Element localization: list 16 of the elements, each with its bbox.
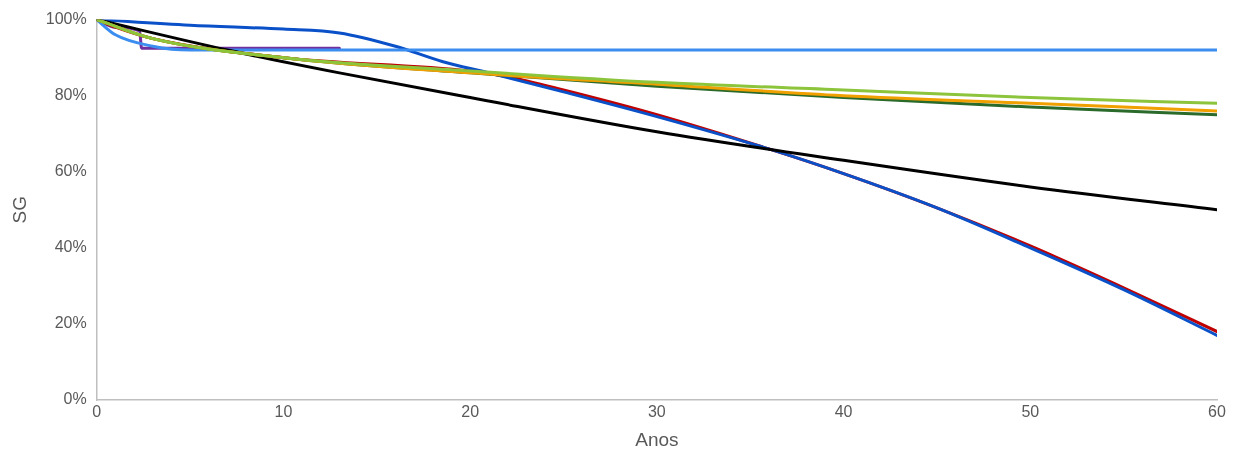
x-tick-label: 20 (461, 403, 480, 421)
x-tick-label: 10 (274, 403, 293, 421)
y-tick-label: 100% (45, 10, 87, 28)
y-tick-label: 20% (54, 314, 87, 332)
y-tick-label: 40% (54, 238, 87, 256)
x-axis-title: Anos (635, 428, 679, 450)
x-tick-label: 60 (1208, 403, 1226, 421)
x-tick-label: 50 (1021, 403, 1040, 421)
y-axis-title: SG (8, 196, 30, 224)
y-tick-label: 80% (54, 86, 87, 104)
y-tick-label: 0% (63, 390, 87, 408)
y-tick-label: 60% (54, 162, 87, 180)
x-tick-label: 0 (92, 403, 102, 421)
x-tick-label: 30 (647, 403, 666, 421)
x-tick-label: 40 (834, 403, 853, 421)
line-series (96, 19, 1217, 52)
